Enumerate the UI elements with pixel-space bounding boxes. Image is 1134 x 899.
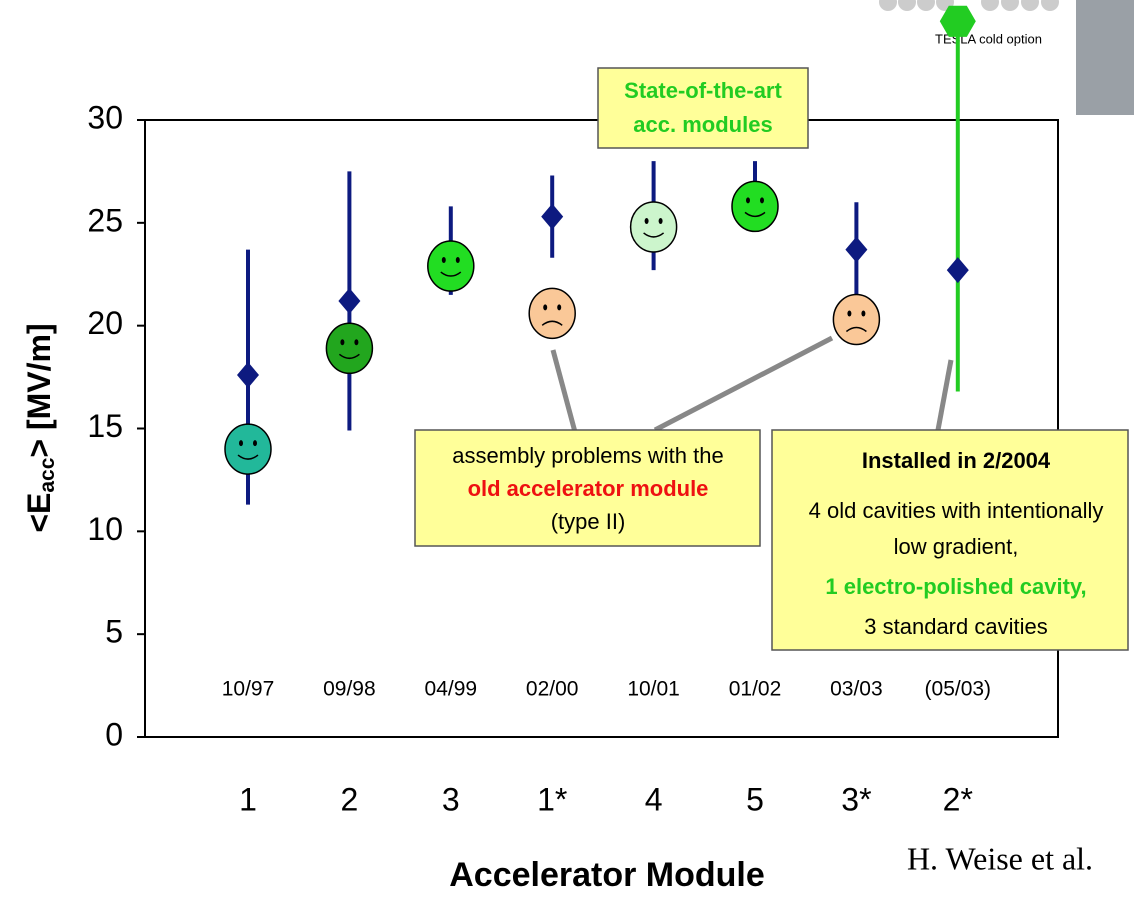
y-axis-label: <Eacc> [MV/m] [21,323,58,532]
y-tick-label: 0 [105,716,123,752]
annotation: 1 electro-polished cavity, [825,574,1086,599]
date-label: 03/03 [830,678,883,701]
annotation: (type II) [551,509,626,534]
mouth [845,326,867,333]
x-axis-label: Accelerator Module [449,856,765,894]
annotation: acc. modules [633,112,772,137]
mean-marker [845,236,868,263]
date-label: 09/98 [323,678,376,701]
x-tick-label: 2 [341,781,359,817]
mouth [744,211,766,218]
mean-marker [946,257,969,284]
face [528,287,576,340]
annotation: Installed in 2/2004 [862,448,1051,473]
face-outline [325,322,374,375]
annotation: State-of-the-art [624,78,782,103]
mouth [338,353,360,360]
face [325,322,374,375]
pointers [550,335,954,433]
mouth [643,232,665,238]
eye [354,339,359,346]
face-outline [224,423,272,475]
mouth [237,454,259,460]
face [832,293,881,346]
date-label: 10/97 [222,678,275,701]
x-tick-label: 4 [645,781,663,817]
mouth [541,320,563,326]
y-tick-label: 20 [87,305,123,341]
face-outline [629,201,678,253]
eye [441,257,446,264]
face-outline [528,287,576,340]
y-tick-label: 30 [87,99,123,135]
mean-marker [338,287,361,314]
eye [658,217,663,224]
y-label-sub: acc [36,457,59,492]
annotation: low gradient, [894,534,1019,559]
x-tick-label: 3 [442,781,460,817]
credit: H. Weise et al. [907,840,1093,876]
annotation-box [771,429,1129,651]
eye [340,339,345,346]
annotation: old accelerator module [468,476,709,501]
y-label-end: > [MV/m] [21,323,57,457]
x-tick-label: 1* [537,781,567,817]
face-outline [832,293,881,346]
x-tick-label: 5 [746,781,764,817]
mean-marker [237,362,259,389]
mouth [440,271,462,277]
eye [644,217,649,224]
eye [557,304,562,311]
date-label: 04/99 [425,678,478,701]
eye [455,257,460,264]
annotation: 3 standard cavities [864,614,1047,639]
eye [760,197,764,204]
y-tick-label: 15 [87,408,123,444]
mean-marker [541,203,564,230]
face-outline [731,180,779,233]
date-label: 02/00 [526,678,579,701]
face [427,240,475,292]
date-label: (05/03) [925,678,992,701]
annotation: assembly problems with the [452,443,723,468]
inset: TESLA cold option [879,0,1134,115]
eye [543,304,548,311]
date-label: 01/02 [729,678,782,701]
eye [253,440,257,447]
y-label: <E [21,493,57,533]
eye [239,440,243,447]
x-tick-label: 2* [943,781,973,817]
face [731,180,779,233]
date-label: 10/01 [627,678,680,701]
face [224,423,272,475]
eye [746,197,750,204]
face [629,201,678,253]
marks: 0 5 10 15 20 25 30 1 10/97 2 09/98 3 04/99 1* 02/00 4 10… [87,21,991,817]
x-tick-label: 1 [239,781,257,817]
y-tick-label: 10 [87,511,123,547]
error-cap [939,5,976,37]
annotation: 4 old cavities with intentionally [809,498,1104,523]
top-marks [939,5,976,37]
eye [861,310,866,317]
y-tick-label: 5 [105,614,123,650]
annotation-box [414,429,761,547]
face-outline [427,240,475,292]
annotation-box [597,67,809,149]
x-tick-label: 3* [841,781,871,817]
y-tick-label: 25 [87,202,123,238]
eye [847,310,852,317]
